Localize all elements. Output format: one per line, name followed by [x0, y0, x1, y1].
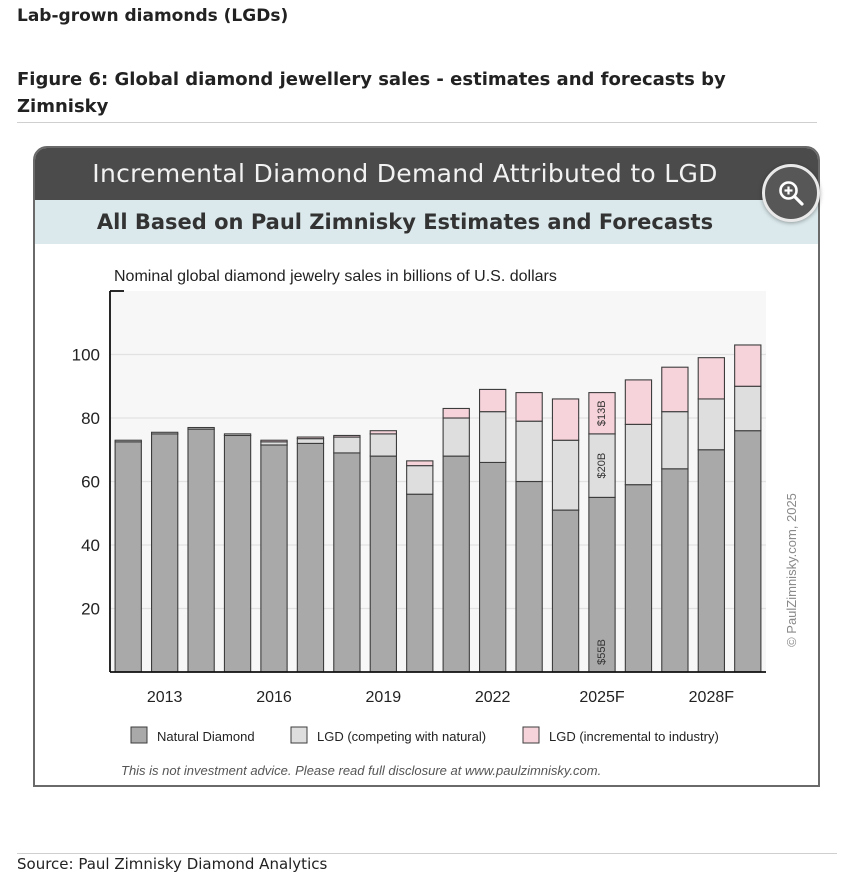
- bar-natural-2013: [150, 433, 179, 673]
- bar-natural-2025f: [588, 496, 616, 673]
- bar-natural-2020: [406, 493, 434, 673]
- bar-lgd-competing-2028f: [697, 398, 726, 451]
- bar-lgd-incremental-2017: [296, 436, 325, 440]
- bar-lgd-incremental-2028f: [697, 357, 726, 400]
- bar-lgd-incremental-2024: [551, 398, 580, 441]
- bar-annotation: $55B: [596, 639, 608, 665]
- x-tick-label: 2013: [147, 689, 183, 706]
- bar-lgd-competing-2025f: [588, 433, 616, 498]
- bar-natural-2023: [515, 480, 543, 673]
- x-tick-label: 2016: [256, 689, 292, 706]
- bar-natural-2016: [260, 444, 288, 673]
- bar-natural-2027f: [661, 468, 689, 673]
- bar-natural-2017: [296, 442, 325, 673]
- chart-subbanner-title: All Based on Paul Zimnisky Estimates and…: [96, 210, 714, 234]
- bar-lgd-competing-2018: [333, 436, 361, 454]
- bar-natural-2015: [223, 434, 252, 673]
- y-tick-label: 100: [72, 346, 100, 365]
- bar-lgd-competing-2015: [223, 433, 252, 437]
- bar-natural-2018: [333, 452, 361, 673]
- bar-annotation: $13B: [596, 400, 608, 426]
- bar-lgd-incremental-2025f: [588, 392, 616, 435]
- x-tick-label: 2025F: [579, 689, 625, 706]
- bar-natural-2019: [369, 455, 398, 673]
- copyright-text: © PaulZimnisky.com, 2025: [784, 493, 799, 647]
- bar-lgd-incremental-2022: [478, 388, 507, 413]
- bar-lgd-incremental-2023: [515, 392, 543, 422]
- bar-natural-2014: [187, 428, 215, 673]
- bar-lgd-competing-2017: [296, 438, 325, 444]
- bar-lgd-competing-2022: [478, 411, 507, 463]
- x-tick-label: 2028F: [689, 689, 735, 706]
- chart-banner: Incremental Diamond Demand Attributed to…: [35, 148, 818, 200]
- bar-lgd-competing-2021: [442, 417, 470, 457]
- top-divider: [17, 122, 817, 123]
- y-tick-label: 60: [81, 473, 100, 492]
- bar-lgd-competing-2023: [515, 420, 543, 483]
- y-tick-label: 40: [81, 536, 100, 555]
- bar-lgd-incremental-2016: [260, 439, 288, 443]
- legend-swatch-lgd-incremental: [522, 726, 540, 744]
- bar-lgd-competing-2026f: [624, 423, 653, 486]
- bar-natural-2026f: [624, 484, 653, 673]
- bar-lgd-competing-2014: [187, 426, 215, 430]
- legend-label: LGD (incremental to industry): [549, 729, 719, 744]
- bar-natural-2021: [442, 455, 470, 673]
- legend-label: Natural Diamond: [157, 729, 255, 744]
- bar-annotation: $20B: [596, 453, 608, 479]
- bar-natural-2028f: [697, 449, 726, 673]
- bar-lgd-incremental-2018: [333, 434, 361, 438]
- bar-lgd-incremental-2027f: [661, 366, 689, 413]
- bar-natural-2012: [114, 441, 142, 673]
- bar-natural-2024: [551, 509, 580, 673]
- chart-banner-title: Incremental Diamond Demand Attributed to…: [92, 159, 718, 188]
- zoom-in-icon: [779, 181, 804, 206]
- legend-swatch-natural: [130, 726, 148, 744]
- x-tick-label: 2022: [475, 689, 511, 706]
- bar-natural-2029f: [734, 430, 762, 673]
- y-tick-label: 20: [81, 600, 100, 619]
- bar-lgd-incremental-2029f: [734, 344, 762, 387]
- bar-lgd-competing-2012: [114, 439, 142, 443]
- bar-lgd-incremental-2026f: [624, 379, 653, 425]
- chart-title: Nominal global diamond jewelry sales in …: [114, 268, 557, 285]
- bar-natural-2022: [478, 461, 507, 673]
- y-tick-label: 80: [81, 409, 100, 428]
- bar-lgd-competing-2024: [551, 439, 580, 511]
- bar-lgd-competing-2013: [150, 431, 179, 435]
- disclaimer-text: This is not investment advice. Please re…: [121, 763, 601, 778]
- x-tick-label: 2019: [366, 689, 402, 706]
- section-heading: Lab-grown diamonds (LGDs): [17, 6, 289, 26]
- zoom-button[interactable]: [762, 164, 820, 222]
- bar-lgd-incremental-2020: [406, 460, 434, 467]
- bottom-divider: [17, 853, 837, 854]
- bar-lgd-competing-2027f: [661, 411, 689, 470]
- figure-title: Figure 6: Global diamond jewellery sales…: [17, 69, 726, 117]
- bar-lgd-incremental-2021: [442, 407, 470, 419]
- bar-lgd-competing-2020: [406, 465, 434, 495]
- bar-lgd-competing-2019: [369, 433, 398, 457]
- bar-lgd-competing-2029f: [734, 385, 762, 432]
- source-note: Source: Paul Zimnisky Diamond Analytics: [17, 855, 328, 873]
- bar-lgd-incremental-2019: [369, 430, 398, 435]
- chart-subbanner: All Based on Paul Zimnisky Estimates and…: [35, 200, 818, 244]
- legend-label: LGD (competing with natural): [317, 729, 486, 744]
- legend-swatch-lgd-competing: [290, 726, 308, 744]
